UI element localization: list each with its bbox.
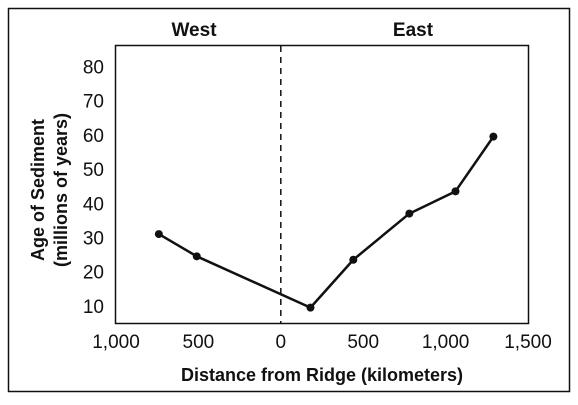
outer-frame [7,7,571,393]
y-tick-label: 30 [83,229,104,250]
region-label-east: East [393,20,434,41]
series-line [158,135,495,309]
y-tick-label: 40 [83,194,104,215]
series-layer [154,132,498,312]
y-tick-label: 80 [83,58,104,79]
x-axis-ticks: 1,000 500 0 500 1,000 1,500 [92,332,552,353]
data-point [489,132,498,141]
y-tick-label: 10 [83,297,104,318]
data-point [349,255,358,264]
x-axis-title: Distance from Ridge (kilometers) [181,365,463,385]
data-point [306,303,315,312]
data-point [405,209,414,218]
x-tick-label: 500 [347,332,379,353]
y-axis-title: Age of Sediment (millions of years) [28,113,71,267]
x-tick-label: 0 [276,332,287,353]
y-axis-ticks: 10 20 30 40 50 60 70 80 [83,58,104,318]
x-tick-label: 1,500 [504,332,552,353]
y-tick-label: 60 [83,126,104,147]
y-axis-title-line-2: (millions of years) [51,113,71,267]
y-tick-label: 20 [83,263,104,284]
x-tick-label: 1,000 [92,332,140,353]
x-tick-label: 1,000 [422,332,470,353]
y-tick-label: 70 [83,92,104,113]
data-point [154,230,163,239]
region-label-west: West [171,20,217,41]
y-tick-label: 50 [83,160,104,181]
data-point [192,252,201,261]
x-tick-label: 500 [183,332,215,353]
y-axis-title-line-1: Age of Sediment [28,119,48,261]
data-point [451,187,460,196]
plot-area-frame [114,44,530,325]
